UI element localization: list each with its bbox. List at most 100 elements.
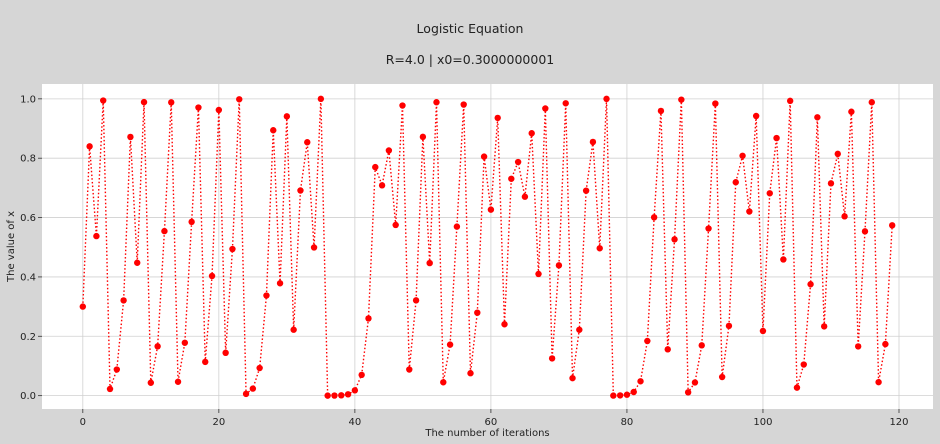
data-point (854, 343, 862, 350)
data-point (868, 99, 875, 106)
x-axis-label: The number of iterations (424, 428, 549, 439)
data-point (283, 113, 291, 120)
data-point (140, 98, 148, 106)
data-point (678, 96, 685, 103)
data-point (113, 366, 121, 373)
data-point (712, 100, 719, 107)
data-point (453, 223, 461, 230)
data-point (548, 355, 556, 362)
data-point (814, 114, 821, 121)
data-point (759, 327, 767, 335)
x-tick-label: 0 (80, 417, 86, 428)
data-point (480, 153, 488, 160)
data-point (752, 112, 760, 120)
data-point (385, 147, 393, 154)
data-point (161, 227, 168, 235)
data-point (834, 150, 841, 158)
data-point (86, 143, 93, 150)
data-point (691, 379, 699, 386)
data-point (521, 193, 529, 200)
data-point (202, 358, 209, 366)
data-point (582, 187, 590, 194)
data-point (786, 97, 794, 105)
chart-subtitle: R=4.0 | x0=0.3000000001 (385, 52, 555, 67)
data-point (378, 182, 386, 189)
data-point (242, 390, 250, 398)
data-point (725, 322, 733, 330)
grid-lines (42, 84, 933, 409)
x-tick-label: 20 (212, 417, 225, 428)
data-point (344, 391, 352, 398)
data-point (623, 391, 631, 398)
data-point (705, 225, 712, 232)
data-point (358, 371, 365, 379)
data-point (820, 323, 828, 330)
data-point (365, 315, 372, 322)
data-point (644, 337, 651, 345)
data-point (120, 297, 127, 304)
data-point (494, 114, 501, 122)
data-point (698, 342, 705, 349)
data-point (650, 214, 658, 221)
data-point (637, 378, 644, 385)
data-point (106, 385, 114, 393)
data-point (426, 259, 433, 267)
data-point (195, 104, 202, 111)
data-point (589, 138, 597, 146)
data-point (304, 139, 311, 146)
data-point (127, 133, 134, 141)
data-point (596, 245, 603, 252)
data-point (188, 218, 195, 226)
data-point (256, 364, 263, 372)
data-point (263, 292, 270, 299)
data-point (888, 222, 896, 229)
data-point (616, 392, 624, 399)
data-point (508, 175, 515, 182)
data-point (848, 108, 855, 115)
y-tick-label: 0.6 (20, 213, 36, 224)
data-point (800, 361, 807, 368)
data-point (807, 281, 814, 288)
data-point (392, 221, 399, 229)
data-point (79, 303, 87, 310)
series-line (82, 98, 893, 397)
x-tick-label: 120 (889, 417, 908, 428)
data-point (664, 346, 671, 353)
data-point (487, 206, 495, 213)
data-point (181, 339, 189, 346)
y-tick-label: 0.2 (20, 332, 36, 343)
y-tick-label: 0.8 (20, 154, 36, 165)
data-point (528, 130, 535, 137)
data-point (861, 228, 869, 235)
data-point (331, 392, 338, 399)
data-point (222, 349, 229, 357)
axis-ticks: 0 20 40 60 80 100 120 0.0 0.2 0.4 0.6 0.8 1.0 (20, 94, 908, 428)
data-point (399, 102, 406, 109)
chart-title: Logistic Equation (416, 21, 524, 36)
data-point (324, 392, 331, 399)
data-point (718, 373, 726, 381)
data-point (739, 152, 746, 159)
series-logistic (79, 95, 896, 399)
data-point (310, 244, 318, 251)
data-point (460, 101, 467, 108)
data-point (576, 326, 583, 333)
data-point (276, 280, 284, 287)
data-point (208, 272, 216, 280)
data-point (297, 187, 304, 194)
data-point (351, 387, 359, 394)
data-point (882, 340, 889, 348)
y-axis-label: The value of x (6, 211, 17, 283)
data-point (684, 389, 692, 396)
data-point (542, 105, 549, 112)
x-tick-label: 100 (753, 417, 772, 428)
data-point (766, 190, 773, 197)
data-point (569, 374, 576, 382)
data-point (215, 106, 223, 114)
data-point (562, 100, 569, 107)
data-point (147, 379, 155, 386)
data-point (875, 378, 882, 386)
data-point (372, 163, 379, 171)
data-point (446, 341, 454, 348)
